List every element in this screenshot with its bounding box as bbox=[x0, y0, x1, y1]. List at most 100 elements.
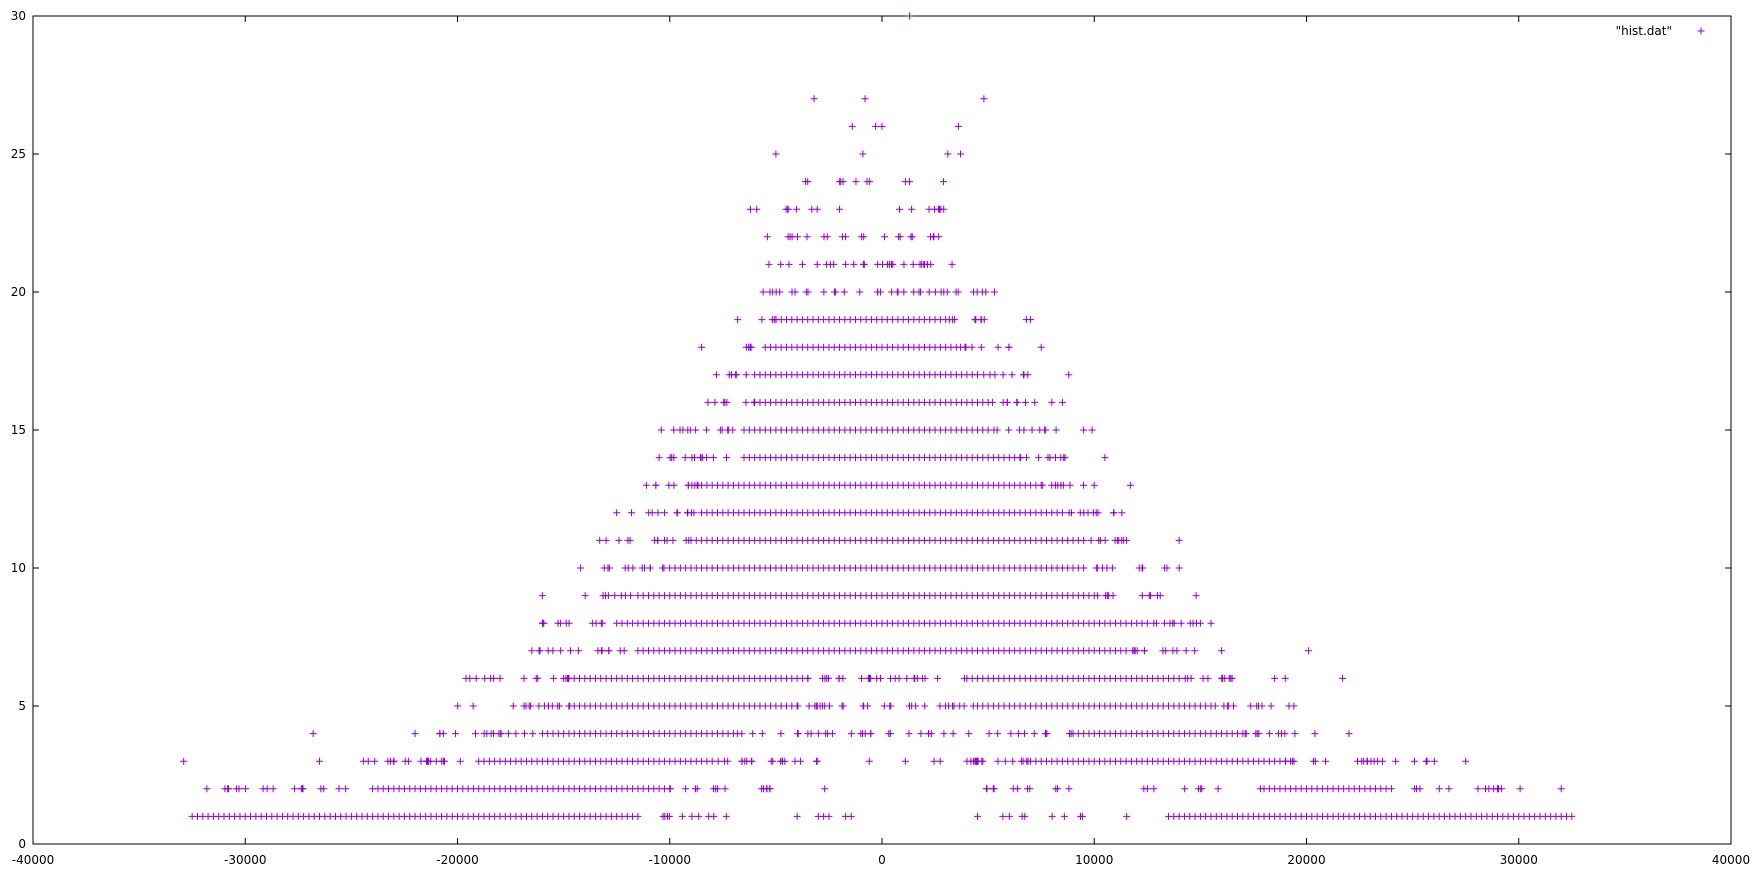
data-point bbox=[1170, 619, 1178, 627]
data-point bbox=[734, 316, 742, 324]
data-point bbox=[860, 260, 868, 268]
data-point bbox=[748, 757, 756, 765]
data-point bbox=[628, 509, 636, 517]
data-point bbox=[364, 757, 372, 765]
data-point bbox=[401, 757, 409, 765]
x-tick-label: 10000 bbox=[1075, 853, 1113, 867]
data-point bbox=[921, 702, 929, 710]
data-point bbox=[738, 730, 746, 738]
data-point bbox=[1242, 730, 1250, 738]
data-point bbox=[909, 260, 917, 268]
data-point bbox=[905, 702, 913, 710]
data-point bbox=[1131, 647, 1139, 655]
data-point bbox=[1557, 785, 1565, 793]
data-point bbox=[1218, 647, 1226, 655]
data-point bbox=[888, 288, 896, 296]
data-point bbox=[1258, 702, 1266, 710]
data-point bbox=[813, 205, 821, 213]
data-point bbox=[481, 674, 489, 682]
data-point bbox=[1005, 343, 1013, 351]
data-point bbox=[1054, 785, 1062, 793]
data-point bbox=[709, 454, 717, 462]
data-point bbox=[1126, 481, 1134, 489]
data-point bbox=[1175, 674, 1183, 682]
data-point bbox=[847, 730, 855, 738]
data-point bbox=[1109, 592, 1117, 600]
data-point bbox=[895, 233, 903, 241]
data-point bbox=[1113, 536, 1121, 544]
data-point bbox=[1008, 371, 1016, 379]
data-point bbox=[657, 426, 665, 434]
data-point bbox=[777, 730, 785, 738]
data-point bbox=[948, 260, 956, 268]
data-point bbox=[878, 122, 886, 130]
data-point bbox=[1123, 812, 1131, 820]
data-point bbox=[866, 178, 874, 186]
data-point bbox=[974, 371, 982, 379]
data-point bbox=[1024, 785, 1032, 793]
data-point bbox=[600, 564, 608, 572]
data-point bbox=[668, 454, 676, 462]
data-point bbox=[1138, 564, 1146, 572]
data-point bbox=[1118, 509, 1126, 517]
data-point bbox=[872, 122, 880, 130]
data-point bbox=[924, 260, 932, 268]
data-point bbox=[826, 702, 834, 710]
data-point bbox=[906, 178, 914, 186]
data-point bbox=[549, 647, 557, 655]
data-point bbox=[666, 785, 674, 793]
data-point bbox=[1094, 592, 1102, 600]
data-point bbox=[927, 233, 935, 241]
data-point bbox=[1175, 536, 1183, 544]
data-point bbox=[852, 178, 860, 186]
data-point bbox=[994, 757, 1002, 765]
data-point bbox=[804, 178, 812, 186]
data-point bbox=[577, 564, 585, 572]
data-point bbox=[574, 647, 582, 655]
data-point bbox=[905, 730, 913, 738]
data-point bbox=[1490, 785, 1498, 793]
data-point bbox=[906, 12, 914, 20]
data-point bbox=[588, 619, 596, 627]
data-point bbox=[626, 536, 634, 544]
data-point bbox=[877, 674, 885, 682]
data-point bbox=[769, 757, 777, 765]
data-point bbox=[980, 371, 988, 379]
x-tick-label: 30000 bbox=[1500, 853, 1538, 867]
data-point bbox=[825, 812, 833, 820]
data-point bbox=[335, 785, 343, 793]
data-point bbox=[411, 730, 419, 738]
data-point bbox=[886, 730, 894, 738]
data-point bbox=[1088, 426, 1096, 434]
data-point bbox=[454, 702, 462, 710]
data-point bbox=[452, 730, 460, 738]
data-point bbox=[566, 702, 574, 710]
data-point bbox=[1247, 702, 1255, 710]
data-point bbox=[710, 812, 718, 820]
data-point bbox=[472, 674, 480, 682]
data-point bbox=[1161, 619, 1169, 627]
data-point bbox=[784, 233, 792, 241]
data-point bbox=[645, 509, 653, 517]
data-point bbox=[841, 812, 849, 820]
data-point bbox=[1087, 536, 1095, 544]
data-point bbox=[529, 730, 537, 738]
data-point bbox=[837, 178, 845, 186]
data-point bbox=[1065, 785, 1073, 793]
data-point bbox=[723, 454, 731, 462]
data-point bbox=[1028, 426, 1036, 434]
data-point bbox=[1101, 454, 1109, 462]
data-point bbox=[1021, 398, 1029, 406]
data-point bbox=[654, 509, 662, 517]
data-point bbox=[1218, 674, 1226, 682]
data-point bbox=[865, 757, 873, 765]
data-point bbox=[605, 647, 613, 655]
data-point bbox=[598, 647, 606, 655]
data-point bbox=[804, 674, 812, 682]
data-point bbox=[1311, 730, 1319, 738]
data-point bbox=[699, 454, 707, 462]
data-point bbox=[969, 702, 977, 710]
data-point bbox=[602, 536, 610, 544]
data-point bbox=[714, 757, 722, 765]
